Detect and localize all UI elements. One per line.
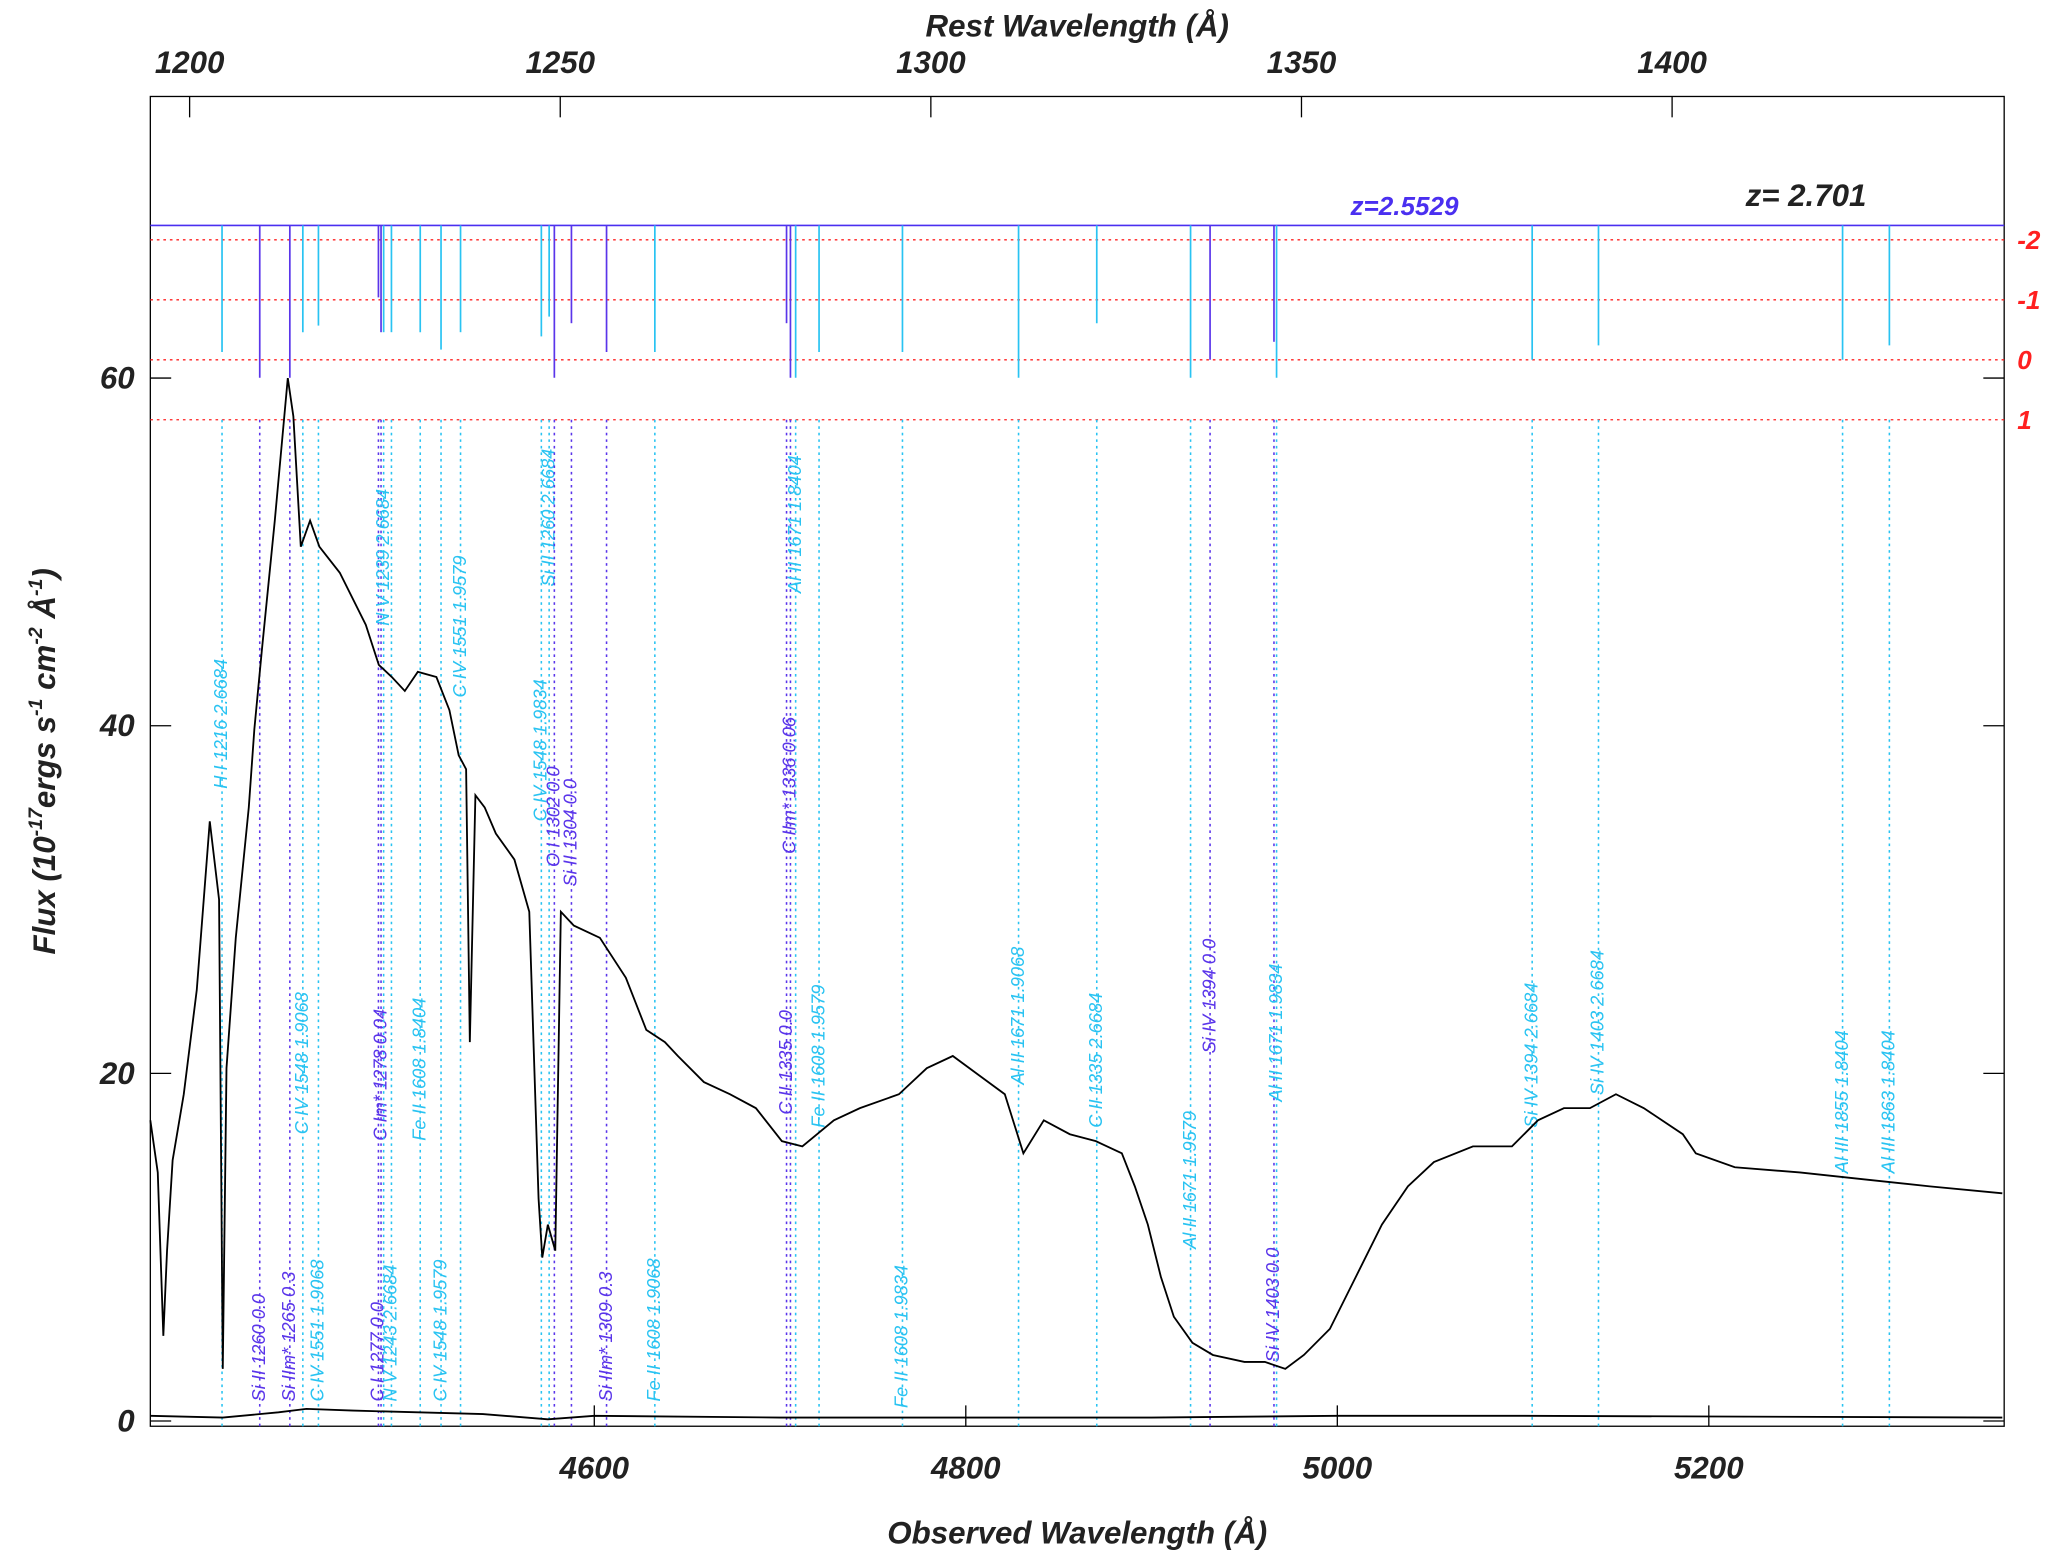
x-tick-label: 5000 (1303, 1450, 1373, 1485)
x2-tick-label: 1250 (525, 45, 595, 80)
x2-tick-label: 1350 (1267, 45, 1337, 80)
line-label: C IV 1551 1.9068 (307, 1259, 328, 1402)
line-label: C IV 1548 1.9834 (530, 679, 551, 821)
y-title-sup: -2 (25, 627, 47, 645)
x-tick-label: 5200 (1674, 1450, 1744, 1485)
line-label: C II 1335 2.6684 (1085, 993, 1106, 1128)
line-label: N V 1239 2.6684 (372, 489, 393, 626)
redshift-annotation: z= 2.701 (1745, 178, 1867, 213)
line-label: C IIm* 1336 0.06 (779, 716, 800, 854)
line-label: Si IV 1394 2.6684 (1520, 983, 1541, 1128)
line-label: N V 1243 2.6684 (380, 1264, 401, 1401)
line-label: Al II 1671 1.9579 (1179, 1111, 1200, 1250)
y-title-part: Flux (10 (27, 836, 62, 955)
y2-tick-label: -1 (2017, 285, 2040, 315)
y-tick-label: 60 (100, 361, 135, 396)
line-label: Si IV 1394 0.0 (1198, 939, 1219, 1054)
y-title-sup: -17 (25, 807, 47, 836)
y-title-part: ) (27, 568, 62, 581)
line-label: Fe II 1608 1.9834 (891, 1265, 912, 1408)
line-label: C I 1277 0.0 (367, 1302, 388, 1401)
line-label: Si IIm* 1309 0.3 (595, 1272, 616, 1402)
line-label: Si II 1304 0.0 (560, 779, 581, 887)
x-tick-label: 4600 (559, 1450, 630, 1485)
line-label: C II 1335 0.0 (775, 1010, 796, 1115)
plot-frame (149, 95, 2005, 1427)
line-label: Si IIm* 1265 0.3 (278, 1272, 299, 1402)
line-label: Al III 1863 1.8404 (1878, 1030, 1899, 1174)
x-axis-title: Observed Wavelength (Å) (887, 1516, 1267, 1551)
line-label: Si II 1260 2.6684 (537, 449, 558, 587)
line-label: O I 1302 0.0 (543, 767, 564, 867)
y-title-part: cm (27, 645, 62, 699)
line-label: C IV 1548 1.9579 (429, 1259, 450, 1401)
line-label: H I 1216 2.6684 (210, 659, 231, 789)
y-title-part: ergs s (27, 716, 62, 808)
y-tick-label: 0 (117, 1403, 135, 1438)
flux-spectrum (149, 377, 2003, 1370)
y-title-part: Å (27, 596, 62, 627)
line-label: Fe II 1608 1.9579 (807, 985, 828, 1128)
y-title-sup: -1 (25, 699, 47, 716)
error-spectrum (150, 1407, 2003, 1421)
y2-tick-label: 1 (2017, 405, 2032, 435)
y-tick-label: 20 (99, 1056, 135, 1091)
line-label: C IV 1551 1.9579 (449, 555, 470, 697)
x2-tick-label: 1300 (896, 45, 966, 80)
x-tick-label: 4800 (930, 1450, 1001, 1485)
y-title-sup: -1 (25, 579, 47, 596)
line-label: Al II 1671 1.8404 (784, 455, 805, 594)
y2-tick-label: 0 (2017, 345, 2032, 375)
line-label: Si IV 1403 2.6684 (1587, 950, 1608, 1095)
x2-tick-label: 1200 (155, 45, 225, 80)
line-label: Al III 1855 1.8404 (1831, 1030, 1852, 1174)
line-label: C Im* 1278 0.04 (369, 1009, 390, 1141)
line-label: Al II 1671 1.9068 (1007, 946, 1028, 1086)
reference-label: z=2.5529 (1349, 191, 1458, 221)
line-label: C IV 1548 1.9068 (291, 991, 312, 1134)
line-label: Si II 1260 0.0 (248, 1294, 269, 1402)
line-label: Fe II 1608 1.8404 (408, 998, 429, 1141)
line-label: Fe II 1608 1.9068 (643, 1258, 664, 1402)
line-label: Al II 1671 1.9834 (1265, 964, 1286, 1103)
y-axis-title: Flux (10-17ergs s-1 cm-2 Å-1) (25, 568, 62, 954)
y2-tick-label: -2 (2017, 225, 2041, 255)
x2-tick-label: 1400 (1637, 45, 1707, 80)
line-label: Si IV 1403 0.0 (1262, 1248, 1283, 1363)
x2-axis-title: Rest Wavelength (Å) (926, 9, 1229, 44)
y-tick-label: 40 (99, 708, 135, 743)
